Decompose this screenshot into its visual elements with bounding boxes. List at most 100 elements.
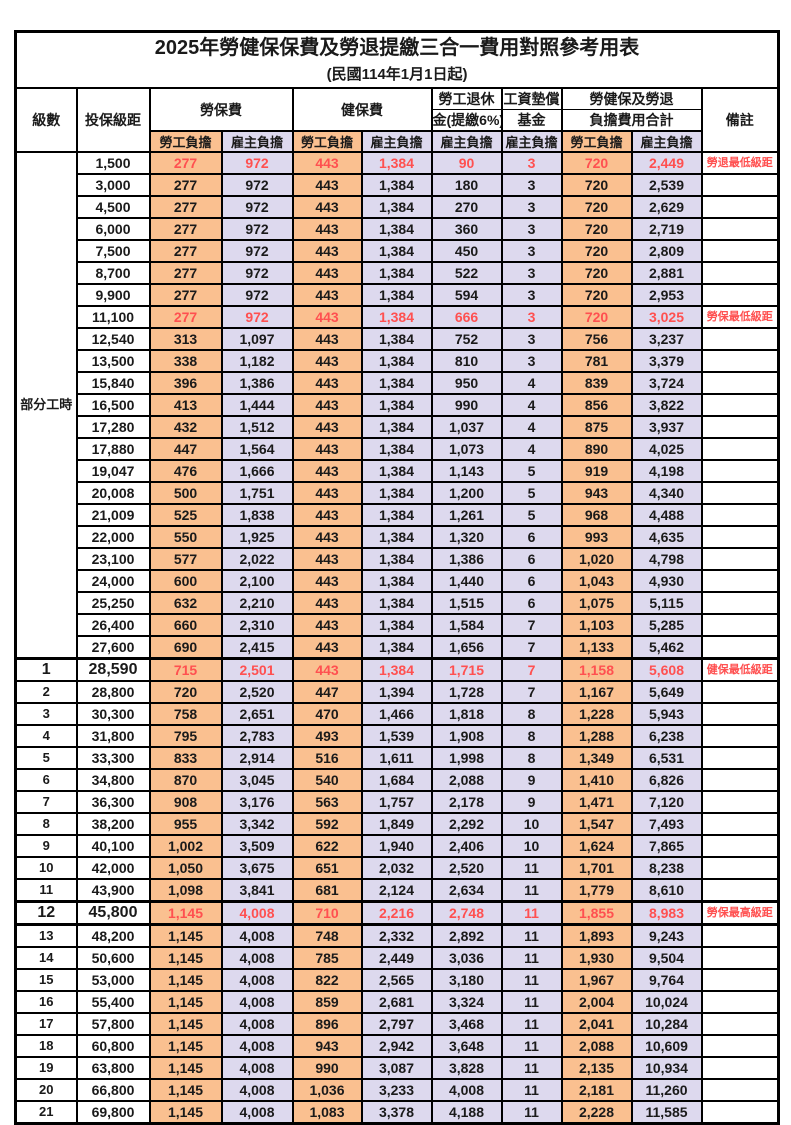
cell-total-employee: 1,043 xyxy=(560,569,633,593)
cell-labor-employee: 908 xyxy=(148,790,223,814)
cell-level: 1 xyxy=(14,657,78,682)
cell-health-employee: 443 xyxy=(291,393,363,417)
cell-labor-employee: 1,002 xyxy=(148,834,223,858)
cell-labor-employee: 277 xyxy=(148,239,223,263)
cell-health-employer: 3,378 xyxy=(360,1100,433,1125)
cell-health-employee: 443 xyxy=(291,547,363,571)
cell-health-employee: 447 xyxy=(291,680,363,704)
header-bracket: 投保級距 xyxy=(75,87,151,153)
cell-total-employee: 968 xyxy=(560,503,633,527)
cell-total-employee: 2,041 xyxy=(560,1012,633,1036)
cell-labor-employer: 4,008 xyxy=(220,1012,294,1036)
cell-labor-employer: 972 xyxy=(220,261,294,285)
cell-level: 11 xyxy=(14,878,78,903)
cell-total-employee: 1,471 xyxy=(560,790,633,814)
cell-health-employee: 681 xyxy=(291,878,363,903)
cell-labor-employer: 4,008 xyxy=(220,1034,294,1058)
cell-total-employer: 10,934 xyxy=(630,1056,703,1080)
cell-wage-fund-employer: 3 xyxy=(500,195,563,219)
table-row: 13,500 338 1,182 443 1,384 810 3 781 3,379 xyxy=(16,349,780,373)
table-row: 17 57,800 1,145 4,008 896 2,797 3,468 11 2,041 10… xyxy=(14,1012,780,1036)
cell-bracket: 50,600 xyxy=(75,946,151,970)
cell-total-employer: 5,649 xyxy=(630,680,703,704)
cell-labor-employer: 3,045 xyxy=(220,768,294,792)
cell-total-employer: 3,379 xyxy=(630,349,703,373)
cell-health-employee: 443 xyxy=(291,371,363,395)
cell-health-employer: 1,611 xyxy=(360,746,433,770)
cell-bracket: 11,100 xyxy=(75,305,151,329)
cell-wage-fund-employer: 3 xyxy=(500,349,563,373)
table-row: 9,900 277 972 443 1,384 594 3 720 2,953 xyxy=(16,283,780,307)
cell-bracket: 16,500 xyxy=(75,393,151,417)
cell-remark xyxy=(700,856,780,880)
cell-total-employer: 8,983 xyxy=(630,900,703,926)
cell-health-employee: 443 xyxy=(291,151,363,175)
cell-health-employee: 443 xyxy=(291,305,363,329)
cell-health-employee: 943 xyxy=(291,1034,363,1058)
cell-health-employer: 1,394 xyxy=(360,680,433,704)
cell-wage-fund-employer: 3 xyxy=(500,327,563,351)
table-row: 15 53,000 1,145 4,008 822 2,565 3,180 11 1,967 9,… xyxy=(14,968,780,992)
cell-labor-employee: 413 xyxy=(148,393,223,417)
table-row: 18 60,800 1,145 4,008 943 2,942 3,648 11 2,088 10… xyxy=(14,1034,780,1058)
cell-labor-employer: 2,415 xyxy=(220,635,294,660)
cell-labor-employer: 972 xyxy=(220,283,294,307)
cell-wage-fund-employer: 6 xyxy=(500,569,563,593)
cell-bracket: 19,047 xyxy=(75,459,151,483)
cell-health-employee: 896 xyxy=(291,1012,363,1036)
cell-health-employer: 2,332 xyxy=(360,923,433,948)
cell-pension-employer: 1,584 xyxy=(430,613,503,637)
table-row: 11,100 277 972 443 1,384 666 3 720 3,025 勞保最低級距 xyxy=(16,305,780,329)
cell-bracket: 57,800 xyxy=(75,1012,151,1036)
cell-total-employee: 756 xyxy=(560,327,633,351)
table-row: 4 31,800 795 2,783 493 1,539 1,908 8 1,288 6,238 xyxy=(14,724,780,748)
table-row: 3 30,300 758 2,651 470 1,466 1,818 8 1,228 5,943 xyxy=(14,702,780,726)
cell-wage-fund-employer: 11 xyxy=(500,990,563,1014)
table-row: 26,400 660 2,310 443 1,384 1,584 7 1,103 5,285 xyxy=(16,613,780,637)
cell-labor-employee: 396 xyxy=(148,371,223,395)
cell-level: 5 xyxy=(14,746,78,770)
cell-wage-fund-employer: 6 xyxy=(500,547,563,571)
cell-labor-employee: 1,145 xyxy=(148,946,223,970)
cell-total-employer: 10,284 xyxy=(630,1012,703,1036)
cell-remark xyxy=(700,1100,780,1125)
table-row: 19,047 476 1,666 443 1,384 1,143 5 919 4,198 xyxy=(16,459,780,483)
cell-pension-employer: 1,320 xyxy=(430,525,503,549)
cell-health-employer: 1,384 xyxy=(360,591,433,615)
cell-remark xyxy=(700,613,780,637)
cell-health-employee: 785 xyxy=(291,946,363,970)
cell-pension-employer: 1,515 xyxy=(430,591,503,615)
cell-labor-employee: 870 xyxy=(148,768,223,792)
cell-wage-fund-employer: 11 xyxy=(500,1056,563,1080)
table-row: 7 36,300 908 3,176 563 1,757 2,178 9 1,471 7,120 xyxy=(14,790,780,814)
cell-wage-fund-employer: 11 xyxy=(500,1078,563,1102)
cell-bracket: 7,500 xyxy=(75,239,151,263)
header-total-employee: 勞工負擔 xyxy=(560,130,633,153)
cell-health-employer: 1,384 xyxy=(360,525,433,549)
cell-total-employer: 8,610 xyxy=(630,878,703,903)
cell-total-employer: 6,826 xyxy=(630,768,703,792)
cell-labor-employee: 632 xyxy=(148,591,223,615)
cell-pension-employer: 3,036 xyxy=(430,946,503,970)
cell-level: 13 xyxy=(14,923,78,948)
cell-total-employer: 7,493 xyxy=(630,812,703,836)
cell-labor-employer: 1,512 xyxy=(220,415,294,439)
cell-remark xyxy=(700,437,780,461)
cell-total-employer: 2,629 xyxy=(630,195,703,219)
cell-total-employee: 720 xyxy=(560,195,633,219)
cell-total-employer: 5,943 xyxy=(630,702,703,726)
cell-total-employee: 1,930 xyxy=(560,946,633,970)
cell-health-employer: 1,849 xyxy=(360,812,433,836)
cell-total-employer: 9,764 xyxy=(630,968,703,992)
cell-health-employee: 443 xyxy=(291,217,363,241)
cell-bracket: 26,400 xyxy=(75,613,151,637)
cell-total-employee: 919 xyxy=(560,459,633,483)
cell-level: 14 xyxy=(14,946,78,970)
cell-pension-employer: 180 xyxy=(430,173,503,197)
cell-wage-fund-employer: 6 xyxy=(500,591,563,615)
cell-labor-employee: 1,145 xyxy=(148,900,223,926)
cell-remark xyxy=(700,283,780,307)
cell-pension-employer: 360 xyxy=(430,217,503,241)
table-row: 10 42,000 1,050 3,675 651 2,032 2,520 11 1,701 8,… xyxy=(14,856,780,880)
cell-health-employee: 443 xyxy=(291,415,363,439)
